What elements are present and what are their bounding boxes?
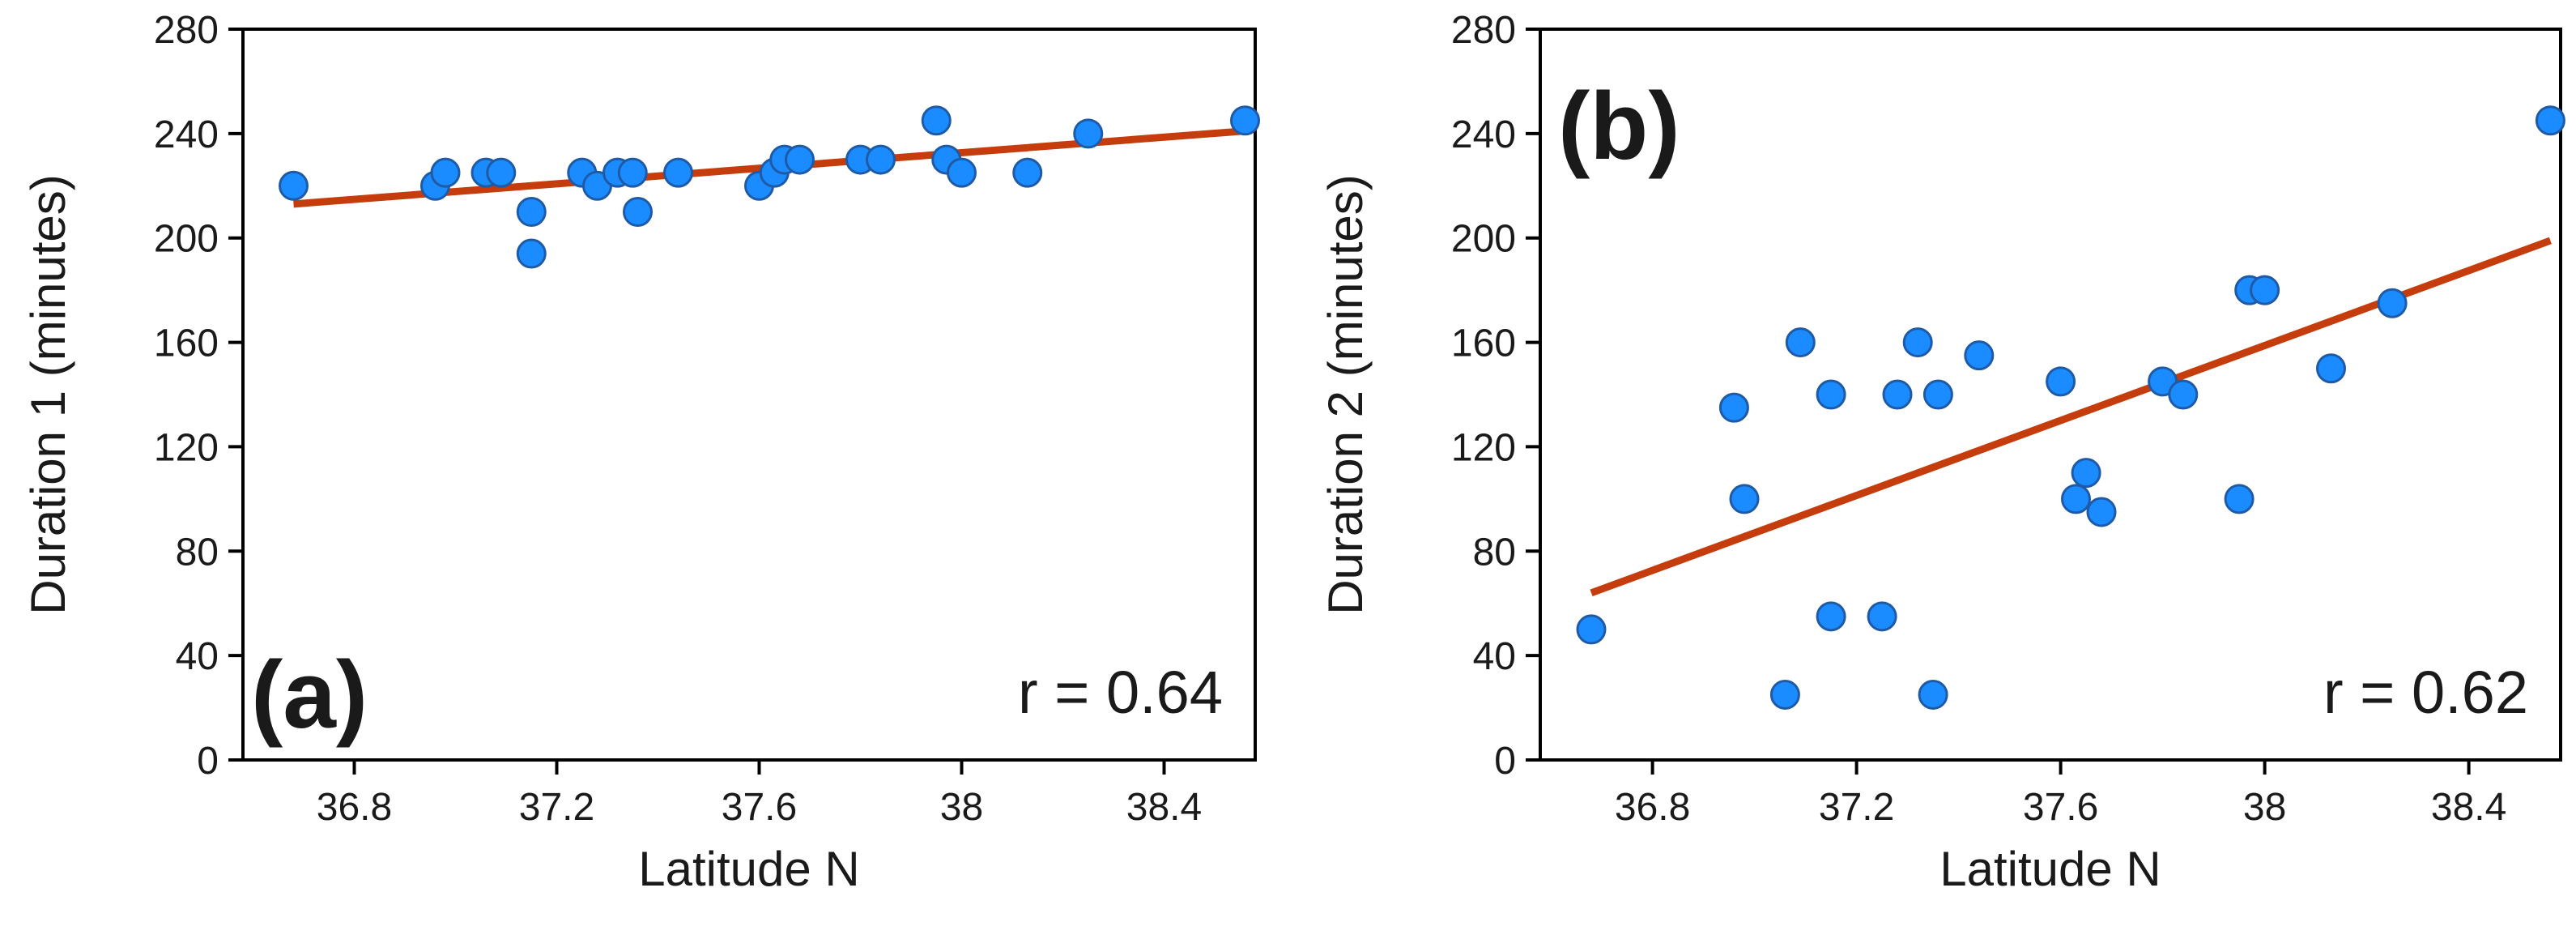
y-tick-label: 240 bbox=[154, 113, 219, 156]
y-axis-title: Duration 2 (minutes) bbox=[1318, 174, 1373, 615]
x-tick-label: 38.4 bbox=[1126, 786, 1202, 829]
x-tick-label: 37.6 bbox=[722, 786, 797, 829]
data-point bbox=[1012, 157, 1043, 188]
x-axis-title: Latitude N bbox=[638, 842, 860, 896]
y-tick-label: 40 bbox=[1473, 635, 1516, 678]
data-point bbox=[2224, 484, 2255, 514]
panel-a: 0 40 80 120 160 200 240 280 36.8 37.2 37.6 38 38.4 La… bbox=[21, 9, 1260, 896]
data-point bbox=[2086, 497, 2117, 527]
x-tick-label: 38.4 bbox=[2431, 786, 2506, 829]
y-tick-label: 0 bbox=[1494, 740, 1516, 783]
data-point bbox=[663, 157, 693, 188]
data-point bbox=[2250, 275, 2280, 305]
x-tick-label: 37.6 bbox=[2023, 786, 2098, 829]
y-tick-label: 120 bbox=[154, 426, 219, 469]
data-point bbox=[2046, 366, 2076, 397]
data-point bbox=[1576, 614, 1607, 645]
data-point bbox=[1769, 679, 1800, 710]
data-point bbox=[1785, 327, 1816, 358]
data-point bbox=[516, 238, 547, 269]
data-point bbox=[430, 157, 461, 188]
x-tick-label: 38 bbox=[940, 786, 983, 829]
data-point bbox=[617, 157, 648, 188]
data-point bbox=[2071, 458, 2101, 489]
x-tick-label: 37.2 bbox=[519, 786, 594, 829]
y-tick-label: 280 bbox=[1451, 9, 1516, 52]
x-axis-title: Latitude N bbox=[1939, 842, 2161, 896]
y-tick-label: 80 bbox=[1473, 531, 1516, 574]
y-tick-label: 120 bbox=[1451, 426, 1516, 469]
y-tick-label: 280 bbox=[154, 9, 219, 52]
y-tick-label: 0 bbox=[197, 740, 219, 783]
panel-label: (a) bbox=[251, 642, 368, 749]
data-point bbox=[1230, 105, 1260, 136]
data-point bbox=[1882, 379, 1913, 410]
x-tick-label: 36.8 bbox=[317, 786, 392, 829]
correlation-label: r = 0.62 bbox=[2323, 659, 2528, 726]
data-point bbox=[921, 105, 952, 136]
data-point bbox=[1073, 118, 1104, 149]
y-tick-label: 160 bbox=[1451, 322, 1516, 365]
data-point bbox=[1729, 484, 1760, 514]
data-point bbox=[516, 197, 547, 227]
y-tick-label: 200 bbox=[1451, 218, 1516, 261]
y-tick-label: 40 bbox=[176, 635, 219, 678]
data-point bbox=[2061, 484, 2091, 514]
plot-frame bbox=[241, 28, 1257, 762]
data-point bbox=[1902, 327, 1933, 358]
data-point bbox=[279, 170, 309, 201]
data-point bbox=[2535, 105, 2565, 136]
data-point bbox=[947, 157, 977, 188]
data-point bbox=[1918, 679, 1948, 710]
plot-frame bbox=[1539, 28, 2562, 762]
data-point bbox=[1867, 601, 1897, 632]
y-tick-label: 200 bbox=[154, 218, 219, 261]
data-point bbox=[1964, 340, 1995, 371]
data-point bbox=[623, 197, 653, 227]
data-point bbox=[2316, 353, 2346, 384]
y-tick-label: 160 bbox=[154, 322, 219, 365]
data-point bbox=[785, 144, 815, 175]
y-axis-title: Duration 1 (minutes) bbox=[21, 174, 75, 615]
data-point bbox=[1816, 379, 1846, 410]
y-tick-label: 240 bbox=[1451, 113, 1516, 156]
data-point bbox=[1718, 392, 1749, 423]
x-tick-label: 36.8 bbox=[1615, 786, 1690, 829]
data-point bbox=[486, 157, 517, 188]
correlation-label: r = 0.64 bbox=[1018, 659, 1223, 726]
data-point bbox=[1922, 379, 1953, 410]
data-point bbox=[2168, 379, 2199, 410]
data-point bbox=[1816, 601, 1846, 632]
data-point bbox=[2377, 288, 2408, 318]
panel-b: 0 40 80 120 160 200 240 280 36.8 37.2 37.6 38 38.4 La… bbox=[1318, 9, 2565, 896]
y-tick-label: 80 bbox=[176, 531, 219, 574]
panel-label: (b) bbox=[1558, 73, 1680, 180]
x-tick-label: 38 bbox=[2243, 786, 2286, 829]
data-point bbox=[866, 144, 896, 175]
x-tick-label: 37.2 bbox=[1819, 786, 1894, 829]
